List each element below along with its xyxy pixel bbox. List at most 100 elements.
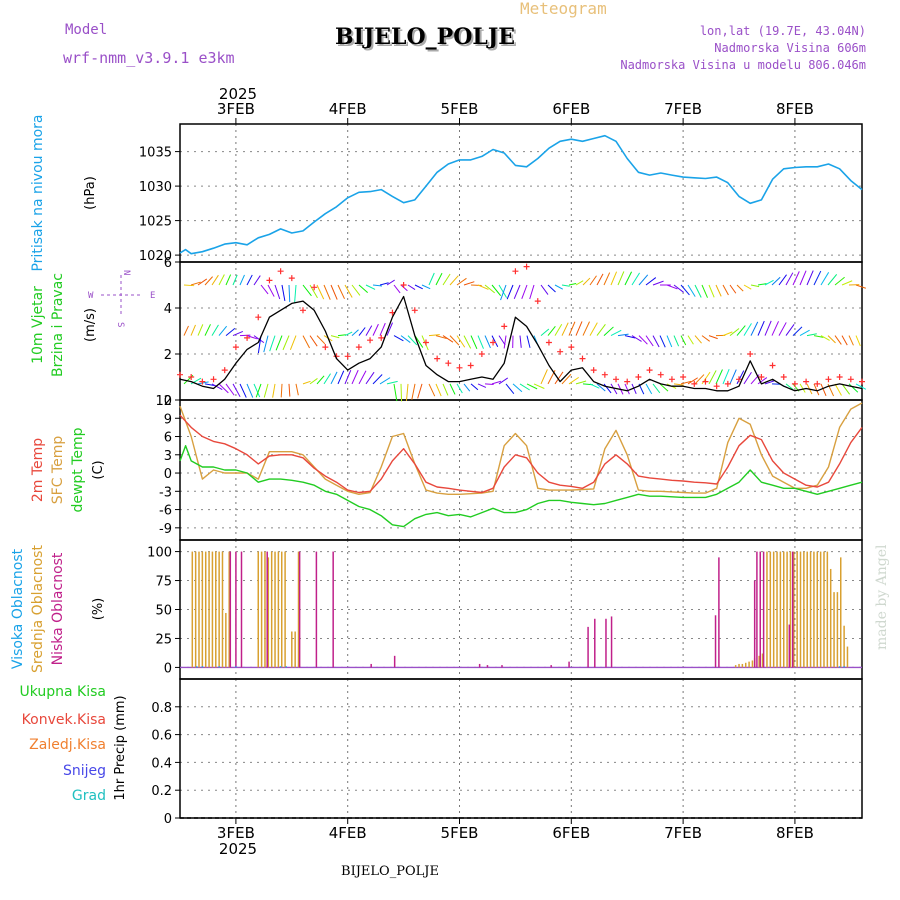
wind-arrow (764, 279, 774, 286)
gust-mark (266, 277, 273, 284)
wind-arrow (491, 284, 502, 296)
wind-arrow (603, 383, 612, 394)
wind-arrow (736, 325, 746, 336)
wind-arrow (302, 335, 311, 349)
wind-arrow (540, 284, 549, 295)
wind-arrow (197, 278, 208, 286)
gust-mark (244, 334, 251, 341)
location-label: lon,lat (19.7E, 43.04N) (700, 24, 866, 38)
wind-arrow (405, 383, 409, 401)
wind-arrow (799, 270, 807, 286)
wind-arrow (666, 284, 678, 290)
wind-arrow (506, 284, 514, 300)
panel-4: 0 0.2 0.4 0.6 0.8 (151, 678, 863, 827)
wind-arrow (827, 274, 838, 286)
x-label-bottom: 5FEB (441, 824, 479, 842)
wind-arrow (827, 335, 836, 344)
wind-arrow (316, 284, 325, 300)
gust-mark (814, 380, 821, 387)
y-tick-label: -9 (159, 522, 172, 537)
x-label-top: 5FEB (441, 100, 479, 118)
wind-arrow (540, 369, 548, 385)
wind-arrow (272, 383, 276, 398)
wind-arrow (841, 280, 853, 286)
wind-arrow (610, 271, 618, 286)
gust-mark (467, 362, 474, 369)
y-tick-label: -3 (159, 485, 172, 500)
temp-legend-sfc: SFC Temp (50, 436, 66, 505)
wind-arrow (624, 271, 633, 286)
year-label-bottom: 2025 (219, 840, 257, 858)
wind-arrow (351, 369, 359, 385)
wind-arrow (456, 383, 463, 394)
wind-arrow (218, 325, 228, 336)
wind-arrow (365, 371, 375, 385)
y-tick-label: 12 (155, 394, 172, 409)
y-tick-label: 75 (155, 575, 172, 590)
wind-arrow (617, 333, 629, 337)
gust-mark (668, 376, 675, 383)
wind-arrow (411, 383, 416, 400)
x-label-bottom: 3FEB (217, 824, 255, 842)
gust-mark (445, 360, 452, 367)
wind-arrow (694, 284, 702, 298)
wind-arrow (211, 274, 219, 286)
wind-arrow (743, 284, 752, 290)
wind-arrow (344, 331, 353, 337)
y-tick-label: 1030 (139, 180, 172, 195)
y-tick-label: 1020 (139, 249, 172, 264)
elevation-label: Nadmorska Visina 606m (714, 41, 866, 55)
wind-arrow (806, 333, 817, 337)
gust-mark (691, 380, 698, 387)
precip-legend-conv: Konvek.Kisa (22, 712, 106, 728)
gust-mark (478, 351, 485, 357)
wind-arrow (589, 383, 600, 389)
wind-arrow (477, 284, 489, 290)
wind-arrow (484, 383, 494, 386)
wind-arrow (442, 335, 454, 343)
gust-mark (299, 307, 306, 314)
gust-mark (456, 364, 463, 371)
wind-arrow (500, 284, 507, 301)
gust-mark (322, 344, 329, 351)
x-label-top: 7FEB (664, 100, 702, 118)
wind-arrow (344, 369, 352, 385)
wind-arrow (275, 335, 283, 351)
panel-frame (179, 123, 863, 263)
gust-mark (635, 374, 642, 380)
wind-arrow (715, 284, 722, 297)
gust-mark (199, 378, 206, 385)
wind-arrow (267, 284, 275, 297)
wind-arrow (365, 325, 373, 336)
wind-arrow (764, 380, 775, 385)
wind-arrow (246, 383, 254, 398)
gust-mark (344, 353, 351, 360)
panel-2: 12 9 6 3 0 -3 -6 -9 (155, 394, 863, 541)
wind-arrow (246, 335, 258, 340)
wind-arrow (393, 284, 401, 294)
wind-arrow (263, 383, 269, 398)
wind-arrow (680, 284, 690, 296)
wind-arrow (253, 335, 265, 344)
wind-arrow (190, 281, 201, 286)
pressure-side-label: Pritisak na nivou mora (hPa) (30, 114, 98, 271)
wind-arrow (218, 383, 229, 394)
gust-mark (736, 376, 743, 383)
wind-arrow (589, 322, 598, 336)
wind-arrow (834, 335, 842, 345)
precip-legend-snow: Snijeg (63, 763, 106, 779)
model-name: wrf-nmm_v3.9.1 e3km (63, 49, 235, 67)
wind-arrow (365, 284, 376, 290)
y-tick-label: 3 (164, 449, 172, 464)
wind-arrow (526, 335, 531, 348)
wind-arrow (743, 371, 752, 385)
wind-arrow (484, 335, 491, 349)
wind-arrow (260, 284, 269, 295)
panel-frame (179, 399, 863, 541)
wind-arrow (596, 324, 606, 336)
wind-arrow (743, 323, 752, 336)
wind-arrow (498, 284, 507, 298)
wind-arrow (239, 334, 251, 337)
wind-arrow (568, 376, 580, 385)
